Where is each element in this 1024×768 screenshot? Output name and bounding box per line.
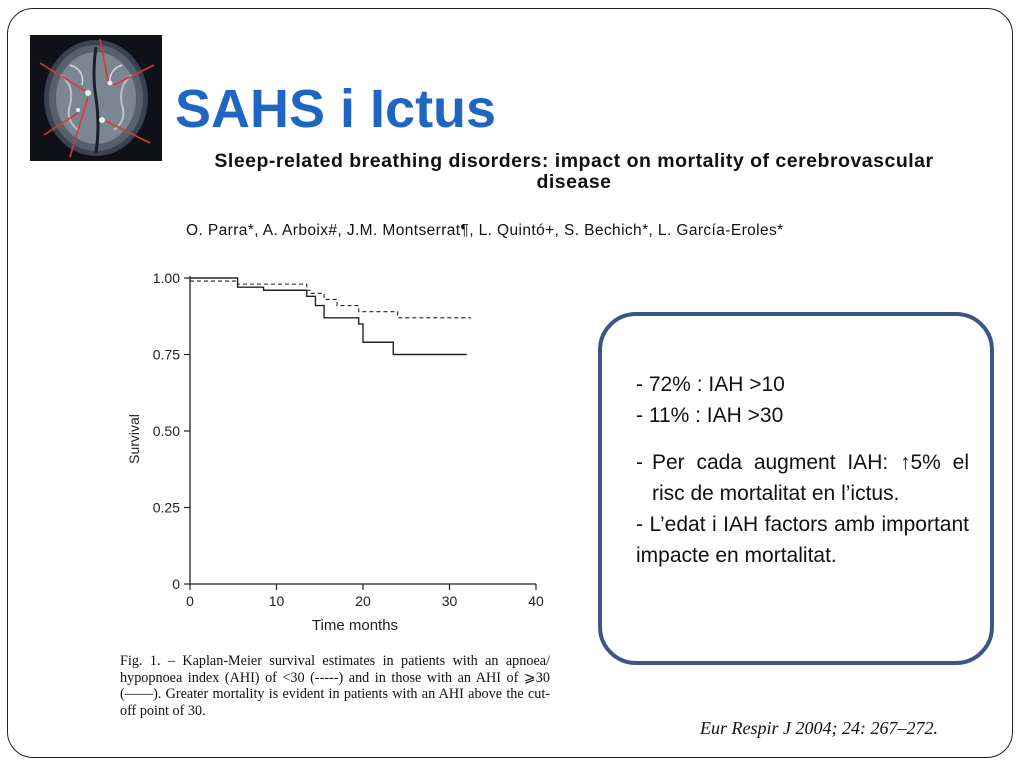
finding-age-ahi-factors: - L’edat i IAH factors amb important imp… xyxy=(636,513,969,567)
x-tick-label: 30 xyxy=(442,593,458,609)
paper-authors: O. Parra*, A. Arboix#, J.M. Montserrat¶,… xyxy=(186,222,784,239)
x-tick-label: 40 xyxy=(528,593,544,609)
figure-caption: Fig. 1. – Kaplan-Meier survival estimate… xyxy=(120,653,550,719)
y-tick-label: 1.00 xyxy=(153,270,180,286)
y-tick-label: 0.75 xyxy=(153,347,180,363)
x-axis-label: Time months xyxy=(312,617,398,634)
y-tick-label: 0 xyxy=(172,576,180,592)
y-axis-label: Survival xyxy=(126,414,142,464)
series-line-ahi-30-or-more xyxy=(190,277,467,356)
finding-mortality-risk: Per cada augment IAH: ↑5% el risc de mor… xyxy=(652,451,969,505)
journal-citation: Eur Respir J 2004; 24: 267–272. xyxy=(700,718,938,738)
brain-mri-icon xyxy=(30,35,162,161)
finding-ahi-10: - 72% : IAH >10 xyxy=(636,373,785,396)
paper-title: Sleep-related breathing disorders: impac… xyxy=(214,150,934,193)
y-tick-label: 0.50 xyxy=(153,423,180,439)
finding-ahi-30: - 11% : IAH >30 xyxy=(636,404,784,427)
y-tick-label: 0.25 xyxy=(153,500,180,516)
x-tick-label: 10 xyxy=(269,593,285,609)
finding-risk-dash: - xyxy=(636,451,643,474)
x-tick-label: 20 xyxy=(355,593,371,609)
findings-box: - 72% : IAH >10 - 11% : IAH >30 - Per ca… xyxy=(598,312,994,665)
slide-title: SAHS i Ictus xyxy=(175,79,497,139)
x-tick-label: 0 xyxy=(186,593,194,609)
series-line-ahi-below-30 xyxy=(190,280,472,319)
kaplan-meier-chart: 0 0.25 0.50 0.75 1.00 0 10 20 30 40 Time months Sur… xyxy=(126,270,544,634)
